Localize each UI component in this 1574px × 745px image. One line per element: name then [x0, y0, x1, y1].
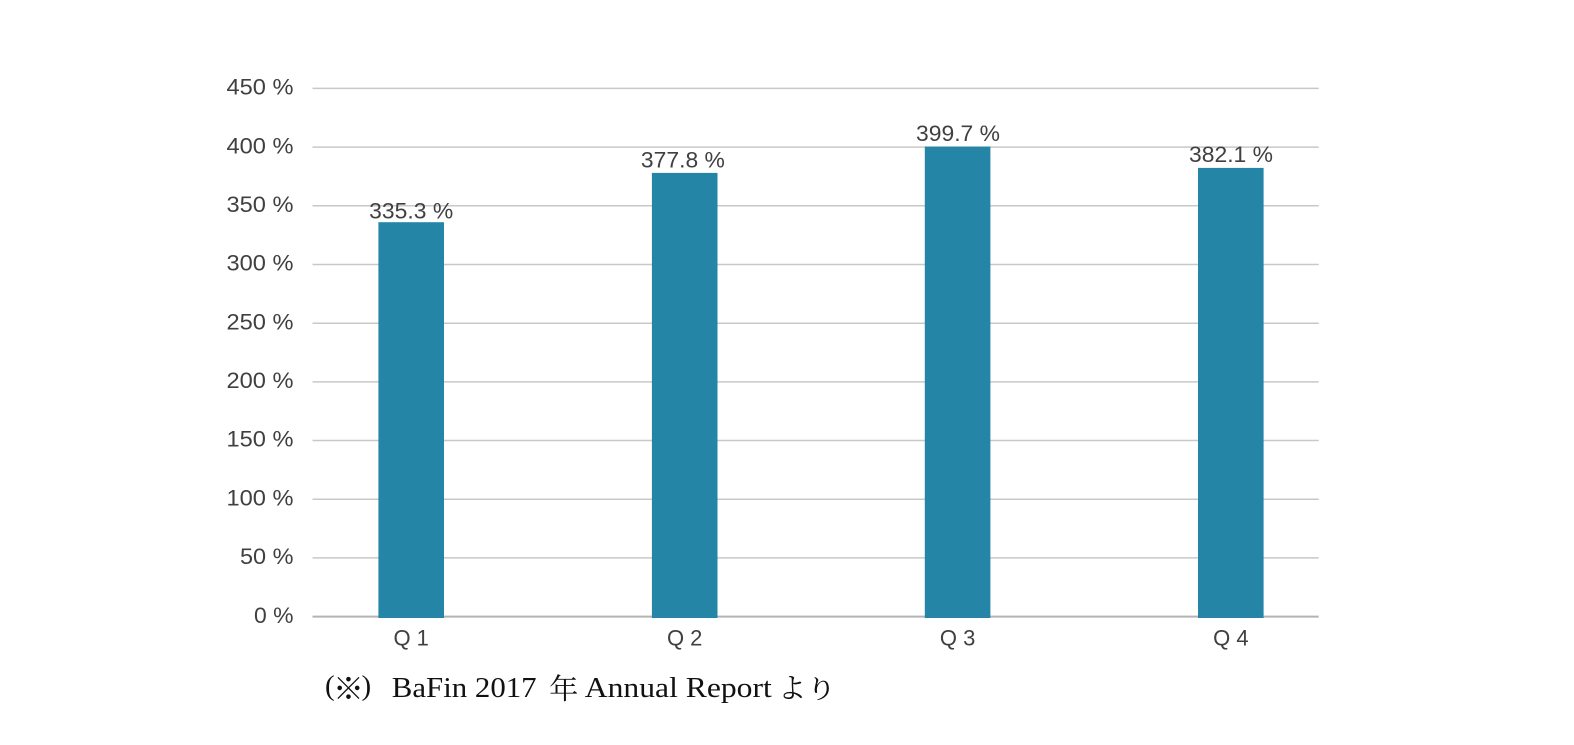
svg-text:150 %: 150 %	[227, 427, 294, 452]
svg-text:450 %: 450 %	[227, 75, 294, 100]
svg-text:100 %: 100 %	[227, 485, 294, 510]
svg-text:Q 2: Q 2	[667, 625, 702, 650]
svg-text:(: (	[325, 670, 335, 702]
svg-text:399.7 %: 399.7 %	[916, 121, 1000, 146]
svg-text:BaFin 2017: BaFin 2017	[392, 672, 537, 704]
svg-text:Q 3: Q 3	[940, 625, 975, 650]
svg-text:): )	[362, 670, 372, 702]
svg-text:50 %: 50 %	[240, 544, 294, 569]
svg-text:300 %: 300 %	[227, 251, 294, 276]
svg-text:382.1 %: 382.1 %	[1189, 142, 1273, 167]
svg-text:Q 1: Q 1	[393, 625, 428, 650]
svg-text:400 %: 400 %	[227, 133, 294, 158]
svg-text:377.8 %: 377.8 %	[641, 148, 725, 173]
svg-text:Annual Report: Annual Report	[585, 672, 772, 704]
svg-text:200 %: 200 %	[227, 368, 294, 393]
svg-text:Q 4: Q 4	[1213, 625, 1248, 650]
svg-text:350 %: 350 %	[227, 192, 294, 217]
svg-text:0 %: 0 %	[254, 603, 294, 628]
svg-text:335.3 %: 335.3 %	[369, 199, 453, 224]
svg-text:250 %: 250 %	[227, 309, 294, 334]
